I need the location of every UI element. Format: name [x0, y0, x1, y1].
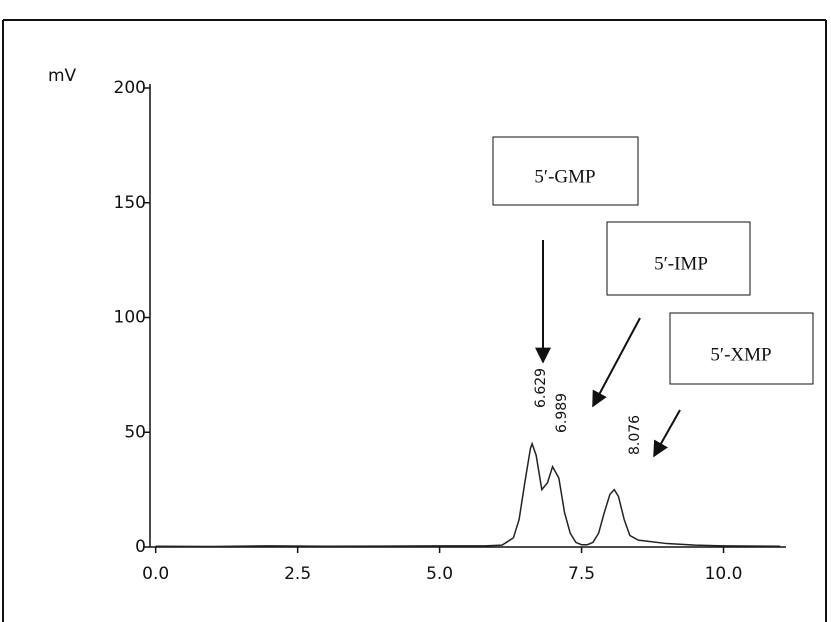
annotation: 5′-XMP: [710, 344, 771, 365]
x-tick-label: 10.0: [705, 564, 743, 584]
arrow: [654, 410, 680, 456]
peak-label: 6.629: [533, 368, 549, 408]
chart: mV 5′-GMP 5′-IMP 5′-XMP 0 50 100 150 200 0.0 2…: [0, 0, 831, 622]
y-axis-label: mV: [48, 66, 77, 86]
y-tick-label: 0: [135, 537, 146, 557]
x-tick-label: 5.0: [426, 564, 453, 584]
annotation: 5′-GMP: [534, 166, 595, 187]
x-tick-label: 7.5: [568, 564, 595, 584]
y-tick-label: 100: [114, 308, 146, 328]
peak-label: 8.076: [627, 415, 643, 455]
arrow: [593, 318, 640, 406]
peak-label: 6.989: [554, 393, 570, 433]
annotation: 5′-IMP: [654, 253, 708, 274]
y-tick-label: 200: [114, 78, 146, 98]
x-tick-label: 0.0: [142, 564, 169, 584]
y-tick-label: 150: [114, 193, 146, 213]
y-tick-label: 50: [124, 422, 146, 442]
x-tick-label: 2.5: [284, 564, 311, 584]
chromatogram-line: [156, 444, 781, 547]
